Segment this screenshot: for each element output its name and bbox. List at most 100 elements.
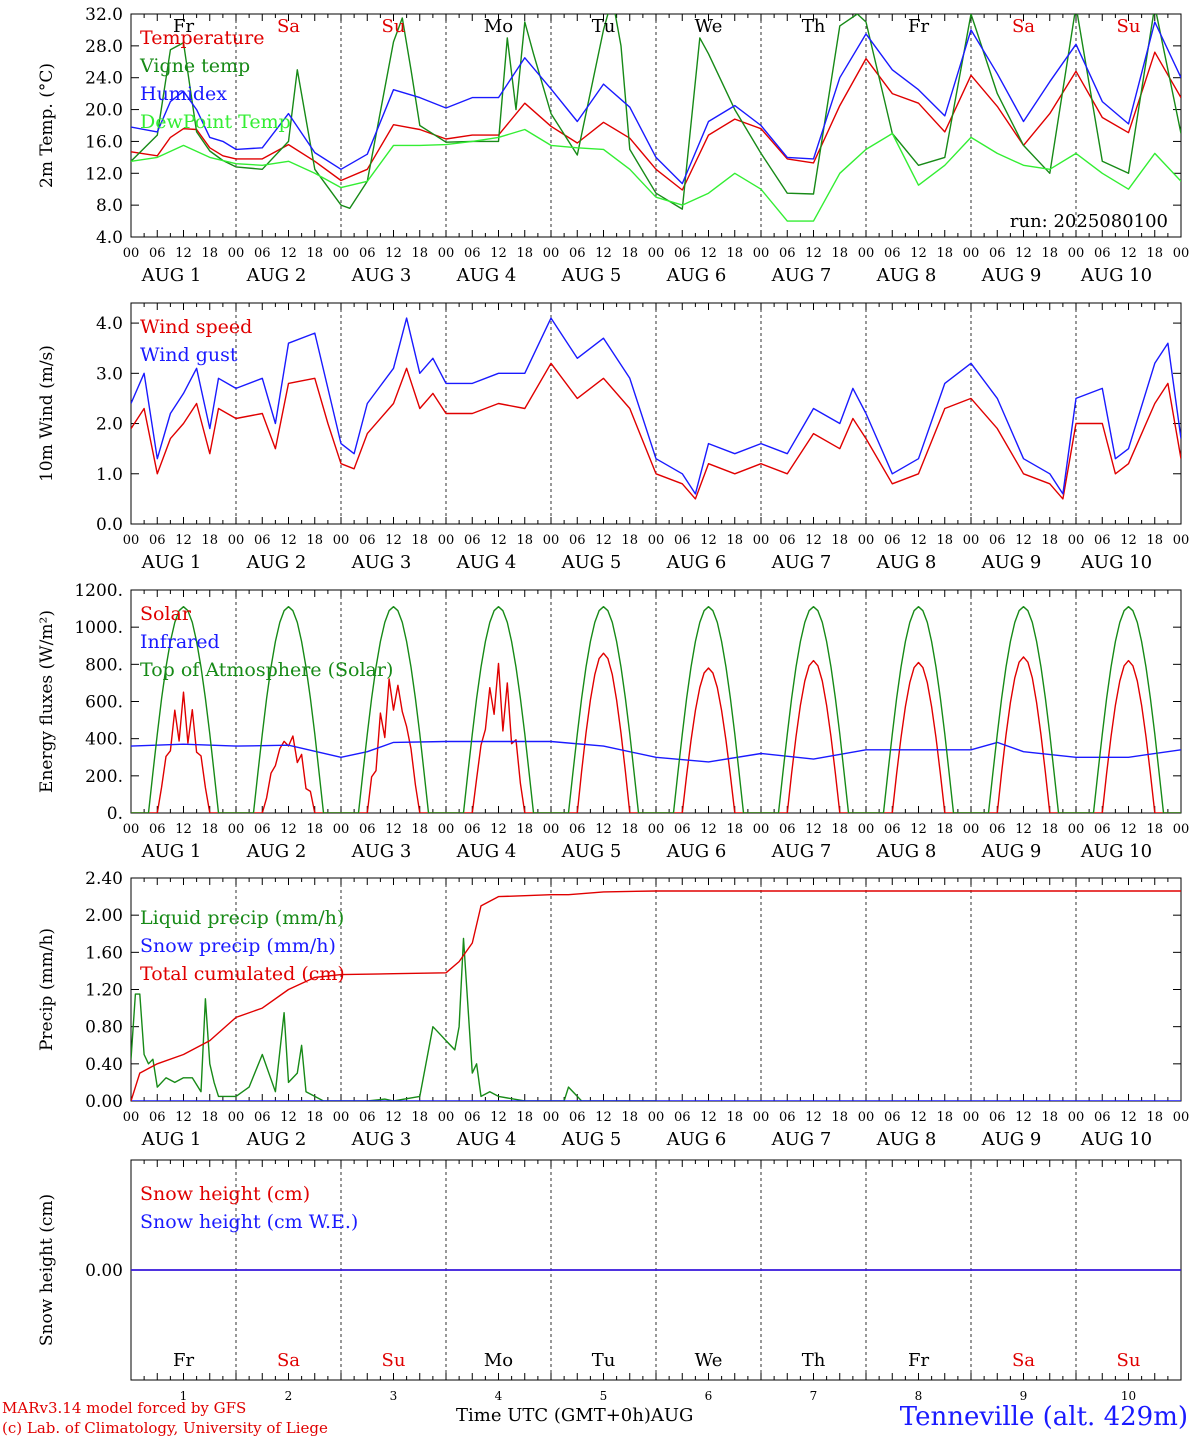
series-line — [131, 937, 656, 1101]
date-label: AUG 3 — [351, 265, 412, 286]
y-tick-label: 0.00 — [85, 1092, 123, 1112]
y-tick-label: 800. — [85, 655, 123, 675]
day-name-top: Fr — [908, 16, 929, 37]
hour-tick-label: 00 — [333, 1110, 350, 1125]
series-line — [131, 317, 1181, 495]
hour-tick-label: 06 — [989, 533, 1006, 548]
hour-tick-label: 06 — [779, 246, 796, 261]
y-axis-label: 10m Wind (m/s) — [37, 345, 57, 482]
date-label: AUG 8 — [876, 1129, 937, 1150]
day-number: 2 — [285, 1389, 293, 1403]
series-line — [131, 51, 1181, 191]
hour-tick-label: 12 — [280, 822, 297, 837]
hour-tick-label: 00 — [963, 1110, 980, 1125]
hour-tick-label: 18 — [831, 1110, 848, 1125]
series-line — [131, 606, 1181, 813]
hour-tick-label: 18 — [1146, 533, 1163, 548]
hour-tick-label: 00 — [753, 822, 770, 837]
series-line — [131, 890, 1181, 1101]
hour-tick-label: 06 — [359, 822, 376, 837]
hour-tick-label: 00 — [858, 533, 875, 548]
day-name-top: Su — [1117, 16, 1141, 37]
hour-tick-label: 00 — [543, 1110, 560, 1125]
hour-tick-label: 06 — [1094, 1110, 1111, 1125]
hour-tick-label: 12 — [385, 246, 402, 261]
hour-tick-label: 18 — [621, 822, 638, 837]
hour-tick-label: 18 — [1041, 822, 1058, 837]
panel-precip: 0.00 0.40 0.80 1.20 1.60 2.00 2.40 Precip (mm/h… — [37, 869, 1189, 1150]
date-label: AUG 1 — [141, 552, 202, 573]
y-axis-label: Precip (mm/h) — [37, 928, 57, 1051]
date-label: AUG 9 — [981, 1129, 1042, 1150]
legend-entry: Liquid precip (mm/h) — [140, 907, 344, 929]
hour-tick-label: 00 — [648, 246, 665, 261]
date-label: AUG 5 — [561, 265, 622, 286]
hour-tick-label: 18 — [306, 822, 323, 837]
hour-tick-label: 12 — [595, 822, 612, 837]
day-name-top: Th — [802, 16, 826, 37]
hour-tick-label: 06 — [149, 822, 166, 837]
hour-tick-label: 06 — [254, 533, 271, 548]
hour-tick-label: 18 — [1146, 246, 1163, 261]
hour-tick-label: 00 — [123, 246, 140, 261]
hour-tick-label: 00 — [228, 822, 245, 837]
hour-tick-label: 12 — [1015, 533, 1032, 548]
hour-tick-label: 12 — [595, 1110, 612, 1125]
hour-tick-label: 18 — [936, 533, 953, 548]
y-tick-label: 0.40 — [85, 1055, 123, 1075]
hour-tick-label: 18 — [621, 1110, 638, 1125]
hour-tick-label: 12 — [175, 822, 192, 837]
y-tick-label: 24.0 — [85, 69, 123, 89]
hour-tick-label: 12 — [1120, 533, 1137, 548]
panel-frame — [130, 589, 1182, 814]
hour-tick-label: 12 — [700, 1110, 717, 1125]
hour-tick-label: 18 — [831, 246, 848, 261]
hour-tick-label: 18 — [516, 1110, 533, 1125]
series-group — [131, 14, 1181, 222]
day-number: 8 — [915, 1389, 923, 1403]
date-label: AUG 3 — [351, 552, 412, 573]
hour-tick-label: 06 — [884, 533, 901, 548]
day-name-top: Sa — [1012, 16, 1035, 37]
hour-tick-label: 18 — [1041, 533, 1058, 548]
y-axis-label: Energy fluxes (W/m²) — [37, 610, 57, 793]
y-tick-label: 28.0 — [85, 37, 123, 57]
y-tick-label: 20.0 — [85, 101, 123, 121]
hour-tick-label: 06 — [254, 1110, 271, 1125]
date-label: AUG 9 — [981, 265, 1042, 286]
hour-tick-label: 00 — [123, 822, 140, 837]
hour-tick-label: 12 — [805, 822, 822, 837]
day-name-bottom: We — [695, 1350, 723, 1371]
y-tick-label: 0.0 — [96, 515, 123, 535]
date-label: AUG 6 — [666, 552, 727, 573]
y-tick-label: 0.80 — [85, 1018, 123, 1038]
hour-tick-label: 18 — [201, 246, 218, 261]
day-number: 9 — [1020, 1389, 1028, 1403]
hour-tick-label: 12 — [490, 533, 507, 548]
hour-tick-label: 06 — [149, 1110, 166, 1125]
hour-tick-label: 00 — [438, 1110, 455, 1125]
date-label: AUG 4 — [456, 265, 517, 286]
hour-tick-label: 18 — [621, 533, 638, 548]
legend-entry: Snow height (cm W.E.) — [140, 1211, 358, 1233]
date-label: AUG 8 — [876, 841, 937, 862]
date-label: AUG 7 — [771, 841, 832, 862]
day-name-top: Mo — [484, 16, 513, 37]
hour-tick-label: 12 — [1120, 822, 1137, 837]
hour-tick-label: 00 — [753, 1110, 770, 1125]
hour-tick-label: 00 — [333, 533, 350, 548]
series-group — [131, 890, 1181, 1101]
hour-tick-label: 06 — [359, 246, 376, 261]
day-name-bottom: Fr — [908, 1350, 929, 1371]
date-label: AUG 7 — [771, 1129, 832, 1150]
legend-entry: Wind speed — [140, 316, 252, 338]
hour-tick-label: 18 — [201, 533, 218, 548]
hour-tick-label: 00 — [1068, 533, 1085, 548]
hour-tick-label: 18 — [936, 822, 953, 837]
hour-tick-label: 06 — [674, 246, 691, 261]
credit-line-model: MARv3.14 model forced by GFS — [2, 1399, 247, 1417]
hour-tick-label: 00 — [333, 822, 350, 837]
series-line — [131, 362, 1181, 500]
hour-tick-label: 12 — [910, 533, 927, 548]
hour-tick-label: 12 — [175, 533, 192, 548]
